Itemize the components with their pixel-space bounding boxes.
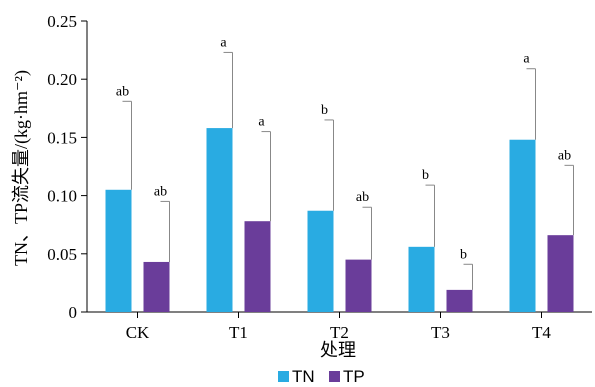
significance-letter-tn-t1: a — [220, 35, 227, 50]
significance-letter-tp-t3: b — [460, 247, 467, 262]
significance-letter-tn-ck: ab — [116, 84, 129, 99]
legend-label-tn: TN — [292, 367, 315, 386]
x-tick-label: T1 — [229, 323, 248, 342]
bar-tp-t3 — [446, 289, 473, 312]
bar-tn-t3 — [408, 246, 435, 312]
legend-swatch-tn — [278, 371, 289, 382]
significance-letter-tp-t1: a — [258, 115, 265, 130]
significance-letter-tp-ck: ab — [154, 184, 167, 199]
bar-tp-t2 — [345, 259, 372, 312]
legend: TN TP — [278, 367, 365, 386]
legend-swatch-tp — [329, 371, 340, 382]
bar-tn-t2 — [307, 210, 334, 312]
significance-letter-tp-t4: ab — [558, 148, 571, 163]
bar-tn-t1 — [206, 128, 233, 312]
y-tick-label: 0.10 — [47, 187, 77, 206]
y-axis-title: TN、TP流失量/(kg·hm⁻²) — [11, 70, 32, 266]
x-tick-label: T2 — [330, 323, 349, 342]
bar-tp-t1 — [244, 221, 271, 312]
y-tick-label: 0.15 — [47, 128, 77, 147]
bar-tn-ck — [105, 189, 132, 312]
legend-label-tp: TP — [343, 367, 365, 386]
y-tick-label: 0.25 — [47, 12, 77, 31]
significance-letter-tn-t4: a — [523, 52, 530, 67]
bar-tp-t4 — [547, 235, 574, 312]
significance-letter-tp-t2: ab — [356, 190, 369, 205]
significance-letter-tn-t3: b — [422, 168, 429, 183]
x-tick-label: CK — [126, 323, 150, 342]
x-axis-title: 处理 — [320, 340, 356, 360]
y-tick-label: 0 — [69, 303, 78, 322]
x-tick-label: T4 — [532, 323, 551, 342]
bar-tp-ck — [143, 261, 170, 312]
x-tick-label: T3 — [431, 323, 450, 342]
bar-tn-t4 — [509, 139, 536, 312]
y-tick-label: 0.20 — [47, 70, 77, 89]
y-tick-label: 0.05 — [47, 245, 77, 264]
significance-letter-tn-t2: b — [321, 103, 328, 118]
